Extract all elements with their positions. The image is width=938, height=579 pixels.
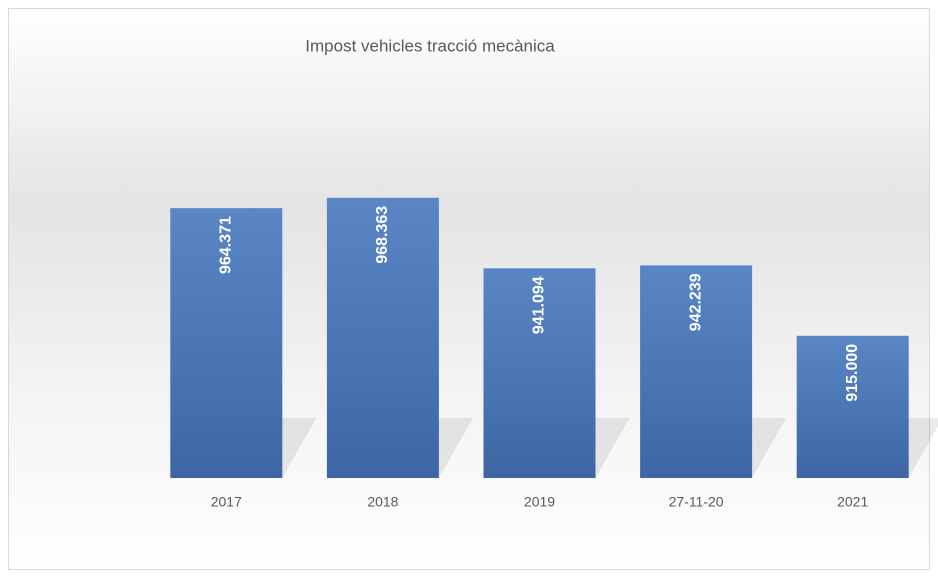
chart-frame bbox=[8, 8, 930, 570]
bar bbox=[170, 208, 283, 479]
x-tick-label: 27-11-20 bbox=[669, 494, 724, 510]
bar bbox=[640, 265, 753, 478]
x-tick-label: 2018 bbox=[367, 494, 398, 510]
chart-title: Impost vehicles tracció mecànica bbox=[305, 36, 555, 55]
bar bbox=[796, 335, 909, 478]
bar bbox=[326, 197, 439, 478]
data-label: 942.239 bbox=[687, 273, 704, 331]
bar bbox=[483, 268, 596, 478]
x-tick-label: 2017 bbox=[211, 494, 242, 510]
data-label: 915.000 bbox=[844, 344, 861, 402]
data-label: 968.363 bbox=[374, 206, 391, 264]
data-label: 964.371 bbox=[218, 216, 235, 274]
x-tick-label: 2019 bbox=[524, 494, 555, 510]
data-label: 941.094 bbox=[531, 276, 548, 334]
x-tick-label: 2021 bbox=[837, 494, 868, 510]
